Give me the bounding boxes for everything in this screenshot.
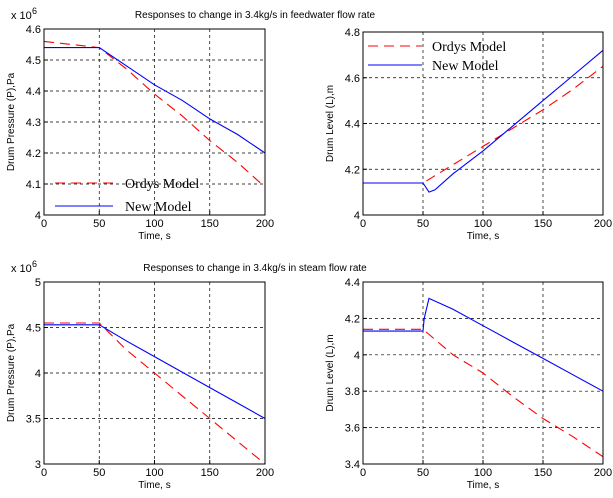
plot3: 0 50 100 150 200 3 3.5 4 4.5 5 Time, s Drum Pressur… [6, 259, 274, 491]
plot2-xtick-label: 50 [417, 218, 429, 230]
plot1-y-multiplier-exponent: 6 [32, 6, 37, 16]
plot1-xtick-label: 150 [201, 218, 219, 230]
plot4-ytick-label: 3.6 [345, 423, 360, 435]
plot2-ytick-label: 4.4 [345, 119, 360, 131]
plot4-xtick-label: 100 [474, 467, 492, 479]
plot1-ytick-label: 4.1 [26, 179, 41, 191]
plot1-ytick-label: 4 [35, 210, 41, 222]
plot1-xtick-label: 100 [145, 218, 163, 230]
plot2-xlabel: Time, s [467, 231, 499, 242]
plot1-y-multiplier: x 10 [11, 10, 32, 22]
plot3-xtick-label: 200 [256, 467, 274, 479]
plot4-ytick-label: 4.2 [345, 313, 360, 325]
plot3-ytick-label: 5 [35, 277, 41, 289]
plot4-ylabel: Drum Level (L),m [325, 334, 336, 411]
plot2-xtick-label: 200 [594, 218, 612, 230]
plot2-ytick-label: 4.2 [345, 164, 360, 176]
plot2-xtick-label: 100 [474, 218, 492, 230]
bottom-figure-title: Responses to change in 3.4kg/s in steam … [143, 263, 367, 274]
plot1-xlabel: Time, s [138, 231, 170, 242]
plot4-ytick-label: 4.4 [345, 277, 360, 289]
plot4: 0 50 100 150 200 3.4 3.6 3.8 4 4.2 4.4 Time, s Drum … [325, 277, 612, 491]
plot4-xtick-label: 150 [534, 467, 552, 479]
plot3-y-multiplier-exponent: 6 [32, 259, 37, 269]
plot3-y-multiplier: x 10 [11, 263, 32, 275]
plot1-series-ordys-line [43, 40, 266, 188]
plot3-xtick-label: 100 [145, 467, 163, 479]
plot1-xtick-label: 0 [41, 218, 47, 230]
plot4-ytick-label: 4 [354, 350, 360, 362]
plot4-ytick-label: 3.4 [345, 459, 360, 471]
plot2-series-ordys-line [363, 65, 604, 184]
plot3-ytick-label: 3.5 [26, 414, 41, 426]
plot3-series-ordys-line [44, 322, 266, 465]
plot3-ylabel: Drum Pressure (P),Pa [6, 323, 17, 422]
plot3-ytick-label: 3 [35, 459, 41, 471]
plot1-ytick-label: 4.6 [26, 24, 41, 36]
plot2-legend: Ordys Model New Model [368, 40, 506, 74]
plot1-xtick-label: 50 [93, 218, 105, 230]
plot3-ytick-label: 4.5 [26, 323, 41, 335]
plot1-series-new-line [44, 47, 266, 154]
plot1-xtick-label: 200 [256, 218, 274, 230]
plot3-xtick-label: 0 [41, 467, 47, 479]
plot2-legend-label-1: New Model [432, 59, 499, 74]
plot4-xtick-label: 50 [417, 467, 429, 479]
plot3-series-new-line [44, 324, 266, 419]
plot2-xtick-label: 0 [360, 218, 366, 230]
plot1-ytick-label: 4.3 [26, 117, 41, 129]
plot1-ytick-label: 4.5 [26, 55, 41, 67]
plot2-xtick-label: 150 [534, 218, 552, 230]
plot4-xtick-label: 200 [594, 467, 612, 479]
plot4-series-new-line [363, 297, 604, 392]
plot3-xtick-label: 150 [201, 467, 219, 479]
plot1-legend-label-1: New Model [125, 200, 192, 215]
plot2: 0 50 100 150 200 4 4.2 4.4 4.6 4.8 Time, s Drum Lev… [325, 27, 612, 242]
plot4-xlabel: Time, s [467, 480, 499, 491]
plot1-ylabel: Drum Pressure (P),Pa [6, 72, 17, 171]
plot1: 0 50 100 150 200 4 4.1 4.2 4.3 4.4 4.5 4.6 Time, s Dr… [6, 6, 274, 242]
plot2-series-new-line [363, 49, 604, 193]
plot1-ytick-label: 4.4 [26, 86, 41, 98]
plot2-ytick-label: 4 [354, 210, 360, 222]
plot1-legend-label-0: Ordys Model [125, 177, 199, 192]
plot3-xtick-label: 50 [93, 467, 105, 479]
plot2-legend-label-0: Ordys Model [432, 40, 506, 55]
plot4-series-ordys-line [363, 328, 604, 458]
plot2-ytick-label: 4.8 [345, 27, 360, 39]
plot1-ytick-label: 4.2 [26, 148, 41, 160]
plot2-ylabel: Drum Level (L),m [325, 85, 336, 162]
plot1-legend: Ordys Model New Model [55, 177, 199, 215]
plot3-xlabel: Time, s [138, 480, 170, 491]
top-figure-title: Responses to change in 3.4kg/s in feedwa… [135, 10, 376, 21]
plot4-ytick-label: 3.8 [345, 386, 360, 398]
plot3-ytick-label: 4 [35, 368, 41, 380]
plot2-ytick-label: 4.6 [345, 73, 360, 85]
plot4-xtick-label: 0 [360, 467, 366, 479]
